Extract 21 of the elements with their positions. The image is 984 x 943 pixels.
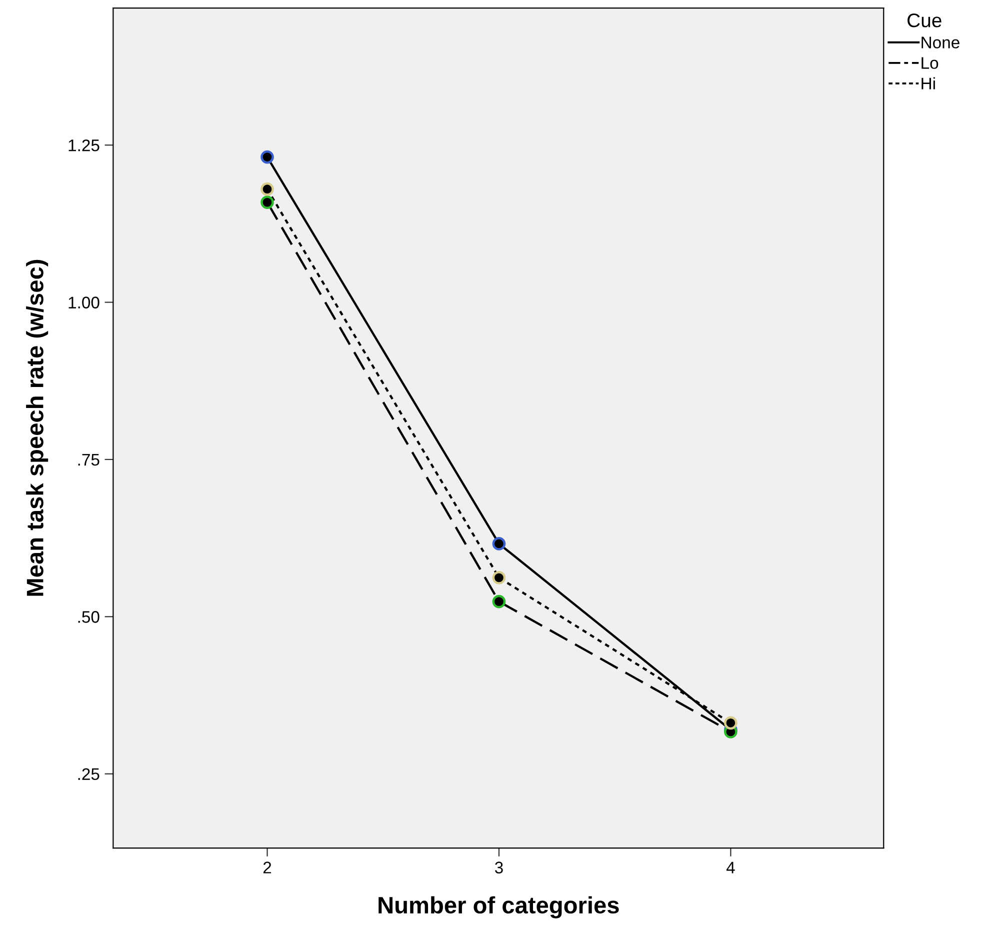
y-tick-label: 1.25 xyxy=(68,139,100,152)
x-tick-label: 2 xyxy=(263,862,272,874)
point xyxy=(724,716,738,730)
point xyxy=(492,594,506,608)
legend-label: None xyxy=(922,36,960,48)
y-axis-title: Mean task speech rate (w/sec) xyxy=(26,260,48,596)
legend-label: Hi xyxy=(922,77,935,90)
point xyxy=(260,182,274,196)
x-axis-title: Number of categories xyxy=(378,896,619,918)
x-tick-label: 4 xyxy=(726,862,735,874)
y-tick-label: .25 xyxy=(78,768,100,780)
point xyxy=(492,571,506,584)
point xyxy=(492,537,506,550)
y-tick-label: 1.00 xyxy=(68,296,100,308)
legend-title: Cue xyxy=(908,14,942,28)
x-tick-label: 3 xyxy=(494,862,503,874)
point xyxy=(260,196,274,209)
point xyxy=(260,150,274,164)
y-tick-label: .75 xyxy=(78,454,100,466)
legend-label: Lo xyxy=(922,57,938,69)
y-tick-label: .50 xyxy=(78,611,100,623)
